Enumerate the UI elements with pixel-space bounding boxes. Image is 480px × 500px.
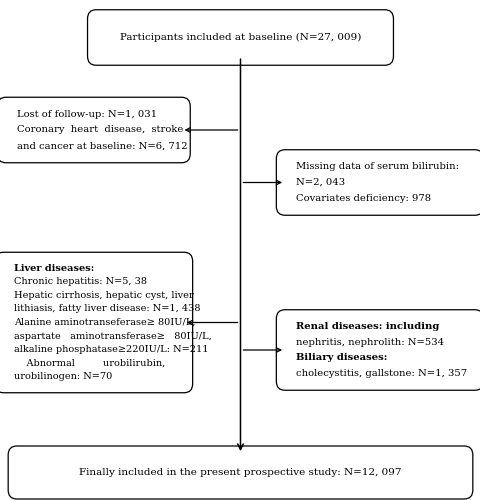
Text: lithiasis, fatty liver disease: N=1, 438: lithiasis, fatty liver disease: N=1, 438 bbox=[14, 304, 200, 314]
Text: Biliary diseases:: Biliary diseases: bbox=[295, 354, 386, 362]
Text: Chronic hepatitis: N=5, 38: Chronic hepatitis: N=5, 38 bbox=[14, 277, 147, 286]
FancyBboxPatch shape bbox=[276, 150, 480, 215]
Text: nephritis, nephrolith: N=534: nephritis, nephrolith: N=534 bbox=[295, 338, 443, 346]
Text: N=2, 043: N=2, 043 bbox=[295, 178, 344, 187]
FancyBboxPatch shape bbox=[87, 10, 393, 65]
Text: cholecystitis, gallstone: N=1, 357: cholecystitis, gallstone: N=1, 357 bbox=[295, 369, 466, 378]
Text: Abnormal         urobilirubin,: Abnormal urobilirubin, bbox=[14, 359, 165, 368]
FancyBboxPatch shape bbox=[0, 252, 192, 393]
Text: Coronary  heart  disease,  stroke: Coronary heart disease, stroke bbox=[17, 126, 182, 134]
FancyBboxPatch shape bbox=[0, 97, 190, 163]
Text: Missing data of serum bilirubin:: Missing data of serum bilirubin: bbox=[295, 162, 457, 171]
Text: Hepatic cirrhosis, hepatic cyst, liver: Hepatic cirrhosis, hepatic cyst, liver bbox=[14, 291, 193, 300]
Text: aspartate   aminotransferase≥   80IU/L,: aspartate aminotransferase≥ 80IU/L, bbox=[14, 332, 212, 340]
FancyBboxPatch shape bbox=[8, 446, 472, 499]
Text: Alanine aminotranseferase≥ 80IU/L,: Alanine aminotranseferase≥ 80IU/L, bbox=[14, 318, 195, 327]
Text: Participants included at baseline (N=27, 009): Participants included at baseline (N=27,… bbox=[120, 33, 360, 42]
Text: Liver diseases:: Liver diseases: bbox=[14, 264, 94, 272]
Text: Finally included in the present prospective study: N=12, 097: Finally included in the present prospect… bbox=[79, 468, 401, 477]
Text: Lost of follow-up: N=1, 031: Lost of follow-up: N=1, 031 bbox=[17, 110, 156, 118]
Text: urobilinogen: N=70: urobilinogen: N=70 bbox=[14, 372, 112, 382]
Text: Renal diseases: including: Renal diseases: including bbox=[295, 322, 438, 331]
Text: Covariates deficiency: 978: Covariates deficiency: 978 bbox=[295, 194, 430, 203]
Text: alkaline phosphatase≥220IU/L: N=211: alkaline phosphatase≥220IU/L: N=211 bbox=[14, 345, 208, 354]
Text: and cancer at baseline: N=6, 712: and cancer at baseline: N=6, 712 bbox=[17, 142, 187, 150]
FancyBboxPatch shape bbox=[276, 310, 480, 390]
